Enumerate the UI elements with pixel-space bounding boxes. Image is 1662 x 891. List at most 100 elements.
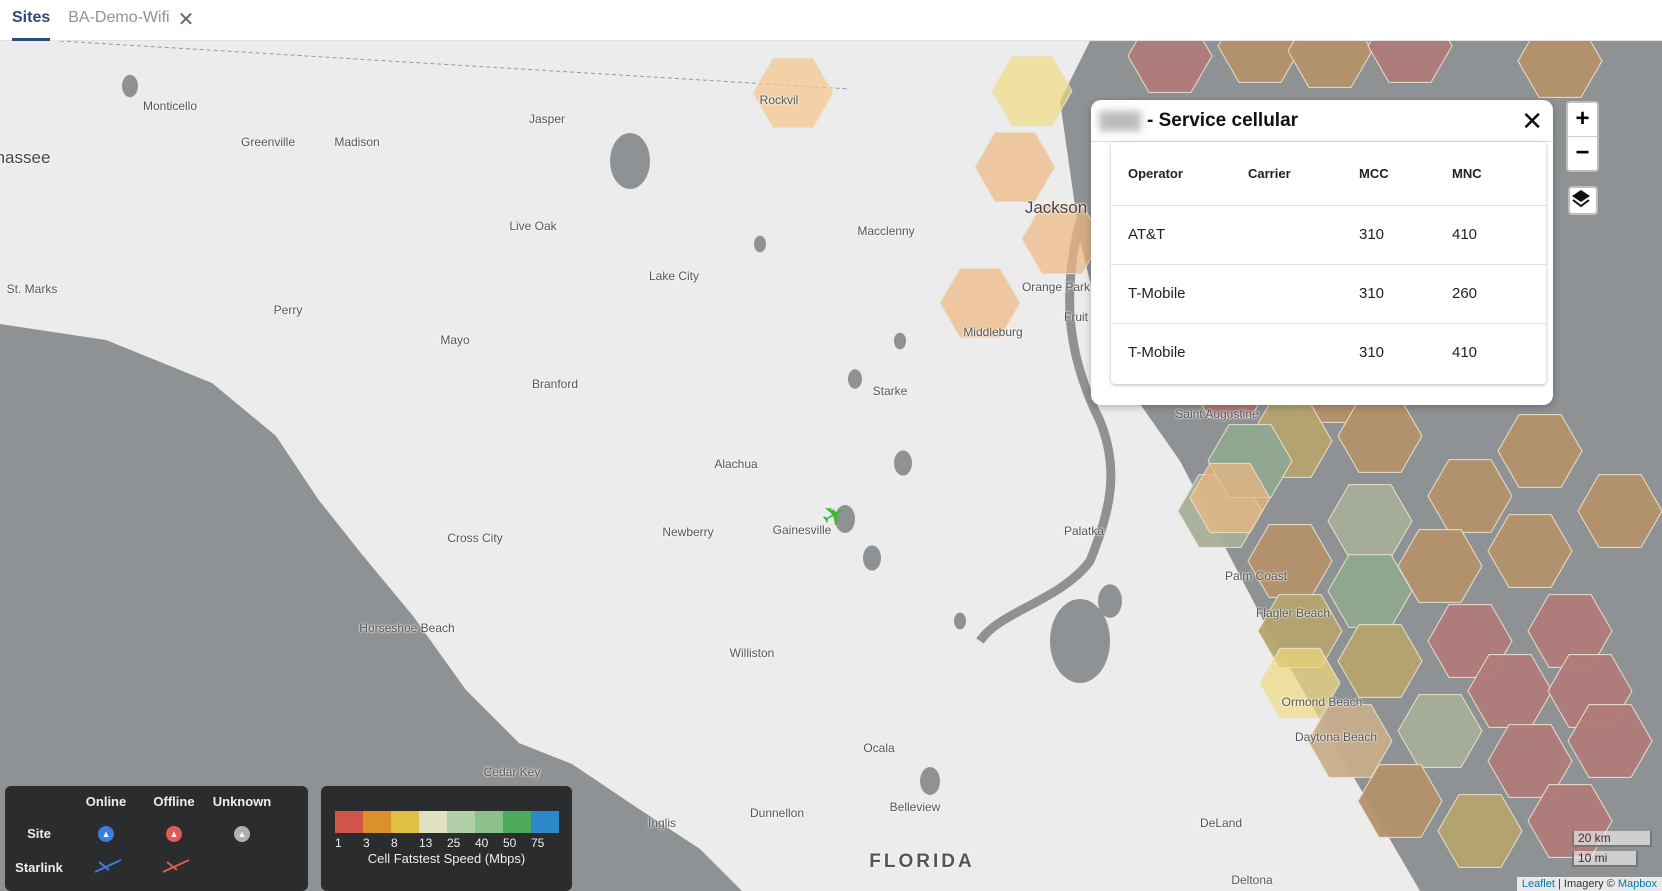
lake xyxy=(894,450,912,476)
city-label: hassee xyxy=(0,148,51,167)
starlink-online-icon xyxy=(94,859,122,873)
lake xyxy=(954,612,966,630)
table-row: T-Mobile 310 260 xyxy=(1111,264,1546,324)
city-label: Daytona Beach xyxy=(1294,730,1378,744)
city-label: Ocala xyxy=(863,741,895,755)
mnc-cell: 260 xyxy=(1452,264,1546,324)
city-label: Belleview xyxy=(889,800,941,814)
coverage-hex[interactable] xyxy=(1307,704,1393,778)
site-offline-icon: ▲ xyxy=(166,826,182,842)
coverage-hex[interactable] xyxy=(1287,41,1373,88)
lake xyxy=(835,505,855,533)
speed-color-swatch xyxy=(503,811,531,833)
coverage-hex[interactable] xyxy=(1357,764,1443,838)
tab-ba-demo-wifi[interactable]: BA-Demo-Wifi xyxy=(68,8,170,26)
coverage-hex[interactable] xyxy=(1337,624,1423,698)
lake xyxy=(894,332,906,350)
city-label: Cross City xyxy=(447,531,503,545)
city-label: Dunnellon xyxy=(749,806,805,820)
cellular-table: Operator Carrier MCC MNC AT&T 310 410 T-Mo… xyxy=(1111,142,1546,382)
speed-color-swatch xyxy=(475,811,503,833)
coverage-hex[interactable] xyxy=(1397,694,1483,768)
coverage-hex[interactable] xyxy=(1577,474,1662,548)
carrier-cell xyxy=(1248,323,1359,382)
mcc-cell: 310 xyxy=(1359,205,1452,265)
city-label: Horseshoe Beach xyxy=(359,621,455,635)
mapbox-link[interactable]: Mapbox xyxy=(1617,878,1657,890)
speed-color-swatch xyxy=(391,811,419,833)
mcc-cell: 310 xyxy=(1359,344,1385,362)
coverage-hex[interactable] xyxy=(1127,41,1213,93)
coverage-hex[interactable] xyxy=(1367,41,1453,83)
coverage-hex[interactable] xyxy=(1189,462,1271,534)
zoom-out-button[interactable]: − xyxy=(1575,139,1590,166)
coverage-hex[interactable] xyxy=(1021,203,1103,275)
speed-legend-caption: Cell Fatstest Speed (Mbps) xyxy=(367,851,526,866)
coverage-hex[interactable] xyxy=(1497,414,1583,488)
coverage-hex[interactable] xyxy=(1437,794,1523,868)
scale-mi: 10 mi xyxy=(1572,851,1638,867)
operator-cell: T-Mobile xyxy=(1128,344,1186,362)
tick-label: 75 xyxy=(531,836,545,850)
state-border xyxy=(59,41,851,90)
carrier-cell xyxy=(1248,264,1359,324)
speed-color-swatch xyxy=(447,811,475,833)
city-label: Monticello xyxy=(142,99,198,113)
city-label: Greenville xyxy=(240,135,296,149)
mnc-cell: 410 xyxy=(1452,205,1546,265)
zoom-in-button[interactable]: + xyxy=(1568,103,1597,137)
zoom-control: + − xyxy=(1566,101,1599,172)
coverage-hex[interactable] xyxy=(1427,459,1513,533)
city-label: Deltona xyxy=(1231,873,1273,887)
lake xyxy=(122,74,138,98)
column-header: Operator xyxy=(1111,142,1248,206)
coverage-hex[interactable] xyxy=(752,57,834,129)
cellular-table-card: Operator Carrier MCC MNC AT&T 310 410 T-Mo… xyxy=(1111,142,1546,384)
attribution: Leaflet | Imagery © Mapbox xyxy=(1516,877,1662,891)
carrier-cell xyxy=(1248,205,1359,265)
layers-icon xyxy=(1572,190,1590,208)
city-label: Palatka xyxy=(1063,524,1105,538)
map[interactable]: hassee Monticello Greenville Madison Jasper R… xyxy=(0,41,1662,891)
status-legend: Online Offline Unknown Site Starlink ▲ ▲… xyxy=(5,786,308,891)
column-header: MNC xyxy=(1452,142,1546,206)
redacted-site-name xyxy=(1099,110,1141,131)
mnc-cell: 410 xyxy=(1452,344,1478,362)
speed-color-swatch xyxy=(335,811,363,833)
city-label: DeLand xyxy=(1199,816,1243,830)
coverage-hex[interactable] xyxy=(1259,647,1341,719)
attribution-text: | Imagery © xyxy=(1554,878,1618,890)
city-label: Perry xyxy=(273,303,303,317)
city-label: Jackson xyxy=(1024,198,1088,217)
close-icon[interactable]: ✕ xyxy=(1521,106,1543,136)
coverage-hex[interactable] xyxy=(1517,41,1603,98)
coverage-hex[interactable] xyxy=(939,267,1021,339)
coverage-hex[interactable] xyxy=(991,55,1073,127)
speed-color-swatch xyxy=(531,811,559,833)
legend-site: Site xyxy=(27,826,51,841)
table-row: T-Mobile 310 410 xyxy=(1111,323,1546,382)
legend-offline: Offline xyxy=(153,794,195,809)
tab-sites[interactable]: Sites xyxy=(12,0,51,41)
coverage-hex[interactable] xyxy=(1567,704,1653,778)
service-cellular-popup: - Service cellular ✕ Operator Carrier MC… xyxy=(1091,100,1553,405)
starlink-offline-icon xyxy=(162,859,190,873)
tick-label: 50 xyxy=(503,836,517,850)
coverage-hex[interactable] xyxy=(1217,41,1303,83)
city-label: Middleburg xyxy=(963,325,1023,339)
close-tab-icon[interactable]: ✕ xyxy=(177,9,195,31)
coverage-hex[interactable] xyxy=(1487,514,1573,588)
coverage-hex[interactable] xyxy=(974,131,1056,203)
mcc-cell: 310 xyxy=(1359,264,1452,324)
city-label: Madison xyxy=(334,135,380,149)
city-label: Fruit xyxy=(1064,310,1088,324)
city-label: Alachua xyxy=(714,457,758,471)
gulf-water xyxy=(0,324,742,891)
legend-unknown: Unknown xyxy=(212,794,272,809)
lake xyxy=(610,133,650,189)
city-label: St. Marks xyxy=(6,282,58,296)
leaflet-link[interactable]: Leaflet xyxy=(1521,878,1555,890)
lake xyxy=(920,767,940,795)
lake xyxy=(754,235,766,253)
layers-button[interactable] xyxy=(1568,186,1598,215)
